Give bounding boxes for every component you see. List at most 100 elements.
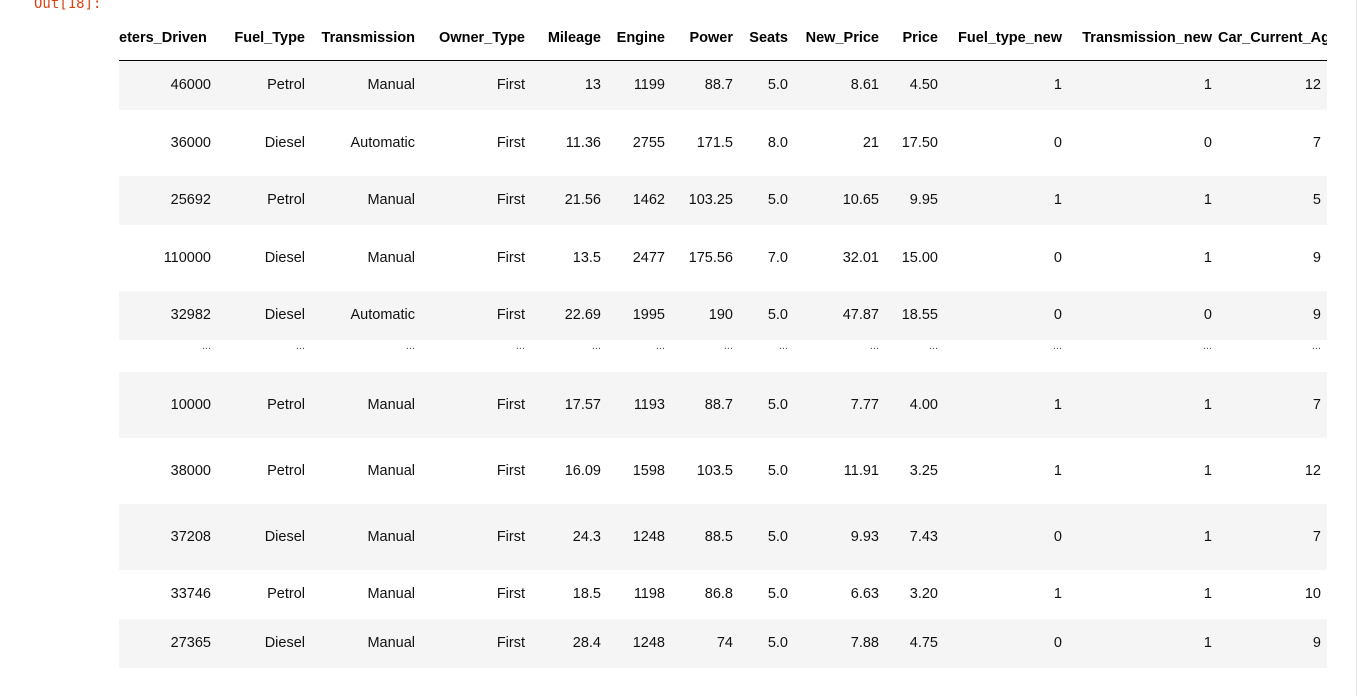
table-cell: 17.50: [885, 109, 944, 176]
table-cell: 22.69: [531, 290, 607, 340]
table-cell: 0: [944, 618, 1068, 668]
table-cell: 1995: [607, 290, 671, 340]
table-cell: Petrol: [217, 569, 311, 619]
table-cell: Petrol: [217, 175, 311, 225]
table-cell: 10: [1218, 569, 1327, 619]
table-cell: 15.00: [885, 224, 944, 291]
table-cell: 11.91: [794, 437, 885, 504]
table-cell: 11.36: [531, 109, 607, 176]
table-cell: 5.0: [739, 60, 794, 110]
table-cell: 1462: [607, 175, 671, 225]
column-header: Fuel_type_new: [944, 16, 1068, 61]
table-cell: 1193: [607, 371, 671, 438]
table-cell: 2477: [607, 224, 671, 291]
table-cell: Manual: [311, 569, 421, 619]
table-cell: 5.0: [739, 371, 794, 438]
column-header: Mileage: [531, 16, 607, 61]
table-cell: 7.77: [794, 371, 885, 438]
table-row: 33746 Petrol Manual First 18.5 1198 86.8 5.0 6.6…: [119, 569, 1327, 619]
table-cell: Diesel: [217, 109, 311, 176]
table-cell: 1248: [607, 618, 671, 668]
table-cell: 7: [1218, 371, 1327, 438]
table-cell: 1: [1068, 437, 1218, 504]
table-cell: ...: [421, 339, 531, 372]
table-cell: 12: [1218, 60, 1327, 110]
column-header: New_Price: [794, 16, 885, 61]
table-cell: 8.0: [739, 109, 794, 176]
table-row: 10000 Petrol Manual First 17.57 1193 88.7 5.0 7.…: [119, 371, 1327, 438]
table-cell: 1: [1068, 371, 1218, 438]
output-prompt: Out[18]:: [34, 0, 102, 12]
table-cell: 1198: [607, 569, 671, 619]
table-cell: ...: [119, 339, 217, 372]
table-cell: 7.43: [885, 503, 944, 570]
table-cell: 190: [671, 290, 739, 340]
table-cell: 7.88: [794, 618, 885, 668]
table-body: 46000 Petrol Manual First 13 1199 88.7 5.0 8.61 4…: [119, 60, 1327, 668]
table-cell: Manual: [311, 618, 421, 668]
column-header: eters_Driven: [119, 16, 217, 61]
table-cell: 1: [1068, 569, 1218, 619]
table-cell: 13: [531, 60, 607, 110]
table-cell: 5.0: [739, 569, 794, 619]
column-header: Owner_Type: [421, 16, 531, 61]
table-cell: ...: [671, 339, 739, 372]
table-row: 36000 Diesel Automatic First 11.36 2755 171.5 8…: [119, 109, 1327, 176]
table-row: 37208 Diesel Manual First 24.3 1248 88.5 5.0 9.9…: [119, 503, 1327, 570]
table-cell: 0: [944, 224, 1068, 291]
column-header: Fuel_Type: [217, 16, 311, 61]
table-cell: 9.93: [794, 503, 885, 570]
table-cell: 2755: [607, 109, 671, 176]
table-cell: 21.56: [531, 175, 607, 225]
table-cell: 0: [944, 109, 1068, 176]
table-cell: 88.7: [671, 60, 739, 110]
table-cell: ...: [739, 339, 794, 372]
column-header: Power: [671, 16, 739, 61]
table-row: 25692 Petrol Manual First 21.56 1462 103.25 5.0…: [119, 175, 1327, 225]
table-cell: Manual: [311, 371, 421, 438]
table-cell: 1: [1068, 618, 1218, 668]
table-cell: 24.3: [531, 503, 607, 570]
table-cell: 8.61: [794, 60, 885, 110]
table-cell: 18.5: [531, 569, 607, 619]
table-cell: First: [421, 569, 531, 619]
table-cell: 18.55: [885, 290, 944, 340]
table-cell: ...: [531, 339, 607, 372]
table-cell: 27365: [119, 618, 217, 668]
table-cell: ...: [794, 339, 885, 372]
table-cell: Diesel: [217, 618, 311, 668]
table-cell: 103.5: [671, 437, 739, 504]
table-cell: 1: [1068, 60, 1218, 110]
table-cell: 1: [1068, 224, 1218, 291]
table-cell: Automatic: [311, 290, 421, 340]
table-cell: 1: [1068, 175, 1218, 225]
table-row: 110000 Diesel Manual First 13.5 2477 175.56 7.0…: [119, 224, 1327, 291]
table-cell: 3.20: [885, 569, 944, 619]
table-cell: First: [421, 437, 531, 504]
table-cell: 33746: [119, 569, 217, 619]
table-cell: 5: [1218, 175, 1327, 225]
table-cell: First: [421, 503, 531, 570]
table-cell: Petrol: [217, 371, 311, 438]
table-cell: 9: [1218, 290, 1327, 340]
column-header: Engine: [607, 16, 671, 61]
table-cell: 0: [944, 503, 1068, 570]
table-cell: 5.0: [739, 503, 794, 570]
table-cell: ...: [1218, 339, 1327, 372]
table-cell: First: [421, 618, 531, 668]
table-cell: 5.0: [739, 290, 794, 340]
table-cell: 175.56: [671, 224, 739, 291]
table-cell: 1: [944, 437, 1068, 504]
table-cell: 16.09: [531, 437, 607, 504]
table-cell: First: [421, 290, 531, 340]
table-cell: 32.01: [794, 224, 885, 291]
table-cell: 25692: [119, 175, 217, 225]
table-ellipsis-row: .......................................: [119, 339, 1327, 372]
table-cell: 10000: [119, 371, 217, 438]
table-cell: 0: [1068, 290, 1218, 340]
table-cell: 9.95: [885, 175, 944, 225]
table-cell: 4.00: [885, 371, 944, 438]
table-row: 46000 Petrol Manual First 13 1199 88.7 5.0 8.61 4…: [119, 60, 1327, 110]
table-cell: 28.4: [531, 618, 607, 668]
table-cell: 0: [1068, 109, 1218, 176]
